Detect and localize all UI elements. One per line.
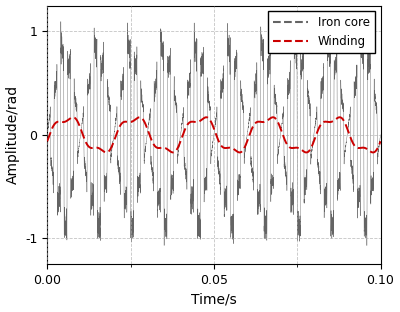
X-axis label: Time/s: Time/s (191, 292, 237, 306)
Iron core (166, 65, 170, 68)
Winding (257, 120, 262, 124)
Winding (166, 148, 170, 152)
Winding (62, 120, 66, 124)
Y-axis label: Amplitude/rad: Amplitude/rad (6, 85, 20, 184)
Winding (378, 139, 383, 143)
Line: Winding: Winding (47, 117, 380, 153)
Winding (242, 146, 247, 149)
Iron core (242, 154, 247, 158)
Winding (310, 144, 314, 147)
Line: Iron core: Iron core (47, 22, 380, 246)
Winding (237, 151, 242, 154)
Winding (292, 146, 297, 150)
Winding (204, 115, 209, 119)
Iron core (257, 202, 262, 206)
Iron core (45, 133, 50, 137)
Iron core (364, 244, 369, 247)
Legend: Iron core, Winding: Iron core, Winding (268, 12, 375, 53)
Iron core (62, 201, 66, 205)
Iron core (378, 133, 383, 137)
Iron core (292, 47, 297, 51)
Iron core (310, 145, 314, 149)
Iron core (58, 20, 63, 23)
Winding (45, 139, 50, 143)
